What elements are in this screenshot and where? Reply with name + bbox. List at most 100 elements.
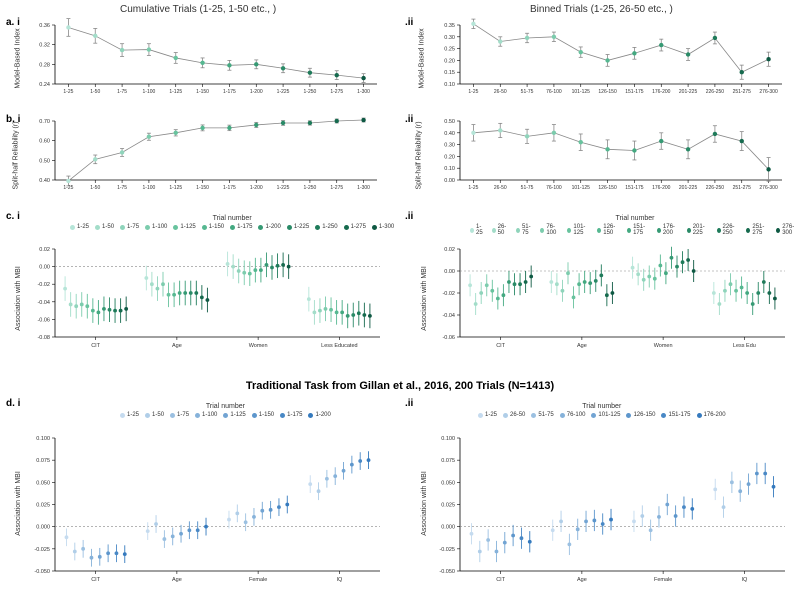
legend-label: 1-300 <box>379 224 394 230</box>
legend-item: 1-75 <box>170 412 189 418</box>
svg-text:0.70: 0.70 <box>39 119 50 125</box>
svg-text:0.35: 0.35 <box>444 23 455 29</box>
svg-text:151-175: 151-175 <box>625 89 644 95</box>
legend-label: 1-50 <box>102 224 114 230</box>
legend-label: 1-225 <box>294 224 309 230</box>
legend-dot-icon <box>470 228 474 233</box>
ylabel-c-ii: Association with MBI <box>421 266 428 331</box>
plot-b-ii: 0.000.100.200.300.400.501-2526-5051-7576… <box>460 118 790 193</box>
svg-text:-0.025: -0.025 <box>34 547 50 553</box>
legend-label: 1-75 <box>127 224 139 230</box>
svg-text:1-300: 1-300 <box>357 89 370 95</box>
legend-dot-icon <box>591 413 596 418</box>
svg-text:0.02: 0.02 <box>39 247 50 253</box>
legend-item: 1-25 <box>70 224 89 230</box>
svg-text:201-225: 201-225 <box>679 89 698 95</box>
svg-text:0.025: 0.025 <box>441 503 455 509</box>
ylabel-d-i: Association with MBI <box>15 471 22 536</box>
section-title: Traditional Task from Gillan et al., 201… <box>0 380 800 392</box>
plot-d-i: -0.050-0.0250.0000.0250.0500.0750.100CIT… <box>55 435 385 585</box>
legend-label: 1-150 <box>259 412 274 418</box>
legend-dot-icon <box>95 225 100 230</box>
svg-text:IQ: IQ <box>741 577 748 583</box>
ylabel-d-ii: Association with MBI <box>421 471 428 536</box>
legend-label: 1-175 <box>237 224 252 230</box>
legend-dot-icon <box>492 228 496 233</box>
legend-item: 151-175 <box>661 412 690 418</box>
legend-label: 1-200 <box>315 412 330 418</box>
svg-text:1-75: 1-75 <box>117 89 127 95</box>
legend-label: 1-250 <box>322 224 337 230</box>
svg-text:0.24: 0.24 <box>39 82 50 88</box>
svg-text:0.100: 0.100 <box>441 436 455 442</box>
svg-text:0.10: 0.10 <box>444 82 455 88</box>
svg-text:51-75: 51-75 <box>521 185 534 191</box>
legend-item: 1-25 <box>478 412 497 418</box>
svg-text:-0.04: -0.04 <box>37 300 50 306</box>
svg-text:0.50: 0.50 <box>444 119 455 125</box>
legend-item: 76-100 <box>560 412 586 418</box>
svg-text:76-100: 76-100 <box>546 185 562 191</box>
legend-dot-icon <box>70 225 75 230</box>
legend-label: 1-150 <box>209 224 224 230</box>
legend-item: 1-200 <box>258 224 280 230</box>
legend-dot-icon <box>626 413 631 418</box>
svg-text:76-100: 76-100 <box>546 89 562 95</box>
svg-text:0.30: 0.30 <box>444 35 455 41</box>
legend-dot-icon <box>145 225 150 230</box>
svg-text:276-300: 276-300 <box>759 185 778 191</box>
svg-text:1-150: 1-150 <box>196 185 209 191</box>
svg-text:1-150: 1-150 <box>196 89 209 95</box>
legend-dot-icon <box>597 228 601 233</box>
svg-text:Age: Age <box>577 343 587 349</box>
legend-label: 101-125 <box>573 224 591 236</box>
ylabel-a-ii: Model-Based Index <box>419 28 426 88</box>
svg-text:1-125: 1-125 <box>169 185 182 191</box>
legend-item: 276-300 <box>776 224 800 236</box>
legend-label: 1-75 <box>177 412 189 418</box>
svg-text:IQ: IQ <box>336 577 343 583</box>
svg-text:-0.02: -0.02 <box>442 291 455 297</box>
legend-item: 101-125 <box>567 224 591 236</box>
legend-item: 1-125 <box>173 224 195 230</box>
legend-item: 1-250 <box>315 224 337 230</box>
legend-item: 26-50 <box>503 412 525 418</box>
svg-text:0.075: 0.075 <box>36 458 50 464</box>
legend-item: 1-25 <box>120 412 139 418</box>
svg-text:0.075: 0.075 <box>441 458 455 464</box>
plot-a-i: 0.240.280.320.361-251-501-751-1001-1251-… <box>55 22 385 97</box>
svg-text:-0.04: -0.04 <box>442 313 455 319</box>
svg-text:26-50: 26-50 <box>494 185 507 191</box>
panel-label-c-i: c. i <box>6 211 20 222</box>
svg-text:0.000: 0.000 <box>441 525 455 531</box>
legend-label: 1-100 <box>152 224 167 230</box>
svg-text:151-175: 151-175 <box>625 185 644 191</box>
legend-dot-icon <box>223 413 228 418</box>
svg-text:1-275: 1-275 <box>330 185 343 191</box>
ylabel-c-i: Association with MBI <box>15 266 22 331</box>
svg-text:0.100: 0.100 <box>36 436 50 442</box>
legend-item: 126-150 <box>626 412 655 418</box>
svg-text:Women: Women <box>654 343 673 349</box>
legend-item: 226-250 <box>717 224 741 236</box>
svg-text:176-200: 176-200 <box>652 89 671 95</box>
svg-text:-0.06: -0.06 <box>37 317 50 323</box>
legend-dot-icon <box>308 413 313 418</box>
svg-text:1-300: 1-300 <box>357 185 370 191</box>
legend-dot-icon <box>776 228 780 233</box>
legend-label: 1-100 <box>202 412 217 418</box>
svg-text:0.25: 0.25 <box>444 47 455 53</box>
legend-label: 126-150 <box>633 412 655 418</box>
legend-label: 126-150 <box>603 224 621 236</box>
legend-item: 76-100 <box>540 224 561 236</box>
svg-text:126-150: 126-150 <box>598 185 617 191</box>
legend-item: 51-75 <box>531 412 553 418</box>
legend-label: 176-200 <box>704 412 726 418</box>
legend-dot-icon <box>717 228 721 233</box>
svg-text:1-50: 1-50 <box>90 89 100 95</box>
legend-dot-icon <box>230 225 235 230</box>
svg-text:0.40: 0.40 <box>39 178 50 184</box>
legend-dot-icon <box>661 413 666 418</box>
legend-label: 1-275 <box>351 224 366 230</box>
svg-text:CIT: CIT <box>496 577 506 583</box>
